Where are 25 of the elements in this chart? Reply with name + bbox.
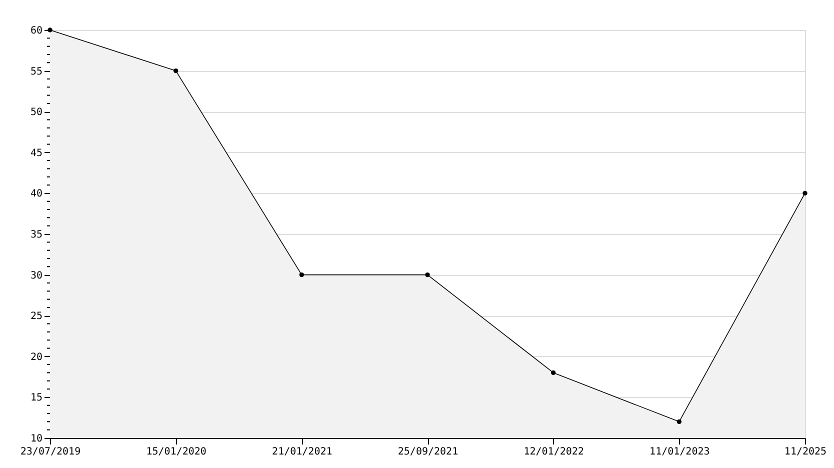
point [299, 272, 304, 278]
y-tick-label: 20 [30, 352, 42, 363]
y-tick-label: 10 [30, 434, 42, 444]
x-tick-label: 23/07/2019 [20, 446, 81, 458]
y-tick-label: 40 [30, 188, 42, 200]
x-tick-label: 11/2025 [784, 446, 827, 458]
y-tick-label: 50 [30, 107, 42, 118]
y-tick-label: 15 [30, 392, 42, 404]
y-tick-label: 25 [30, 311, 42, 322]
point [802, 190, 808, 196]
point [173, 68, 178, 74]
x-tick-label: 11/01/2023 [650, 446, 710, 458]
point [676, 419, 682, 424]
y-tick-label: 30 [30, 270, 42, 282]
x-tick-label: 25/09/2021 [398, 446, 458, 458]
x-tick-label: 21/01/2021 [272, 446, 332, 458]
point [48, 28, 52, 32]
y-tick-label: 60 [30, 26, 42, 36]
y-tick-label: 55 [30, 66, 42, 78]
x-tick-label: 12/01/2022 [524, 446, 584, 458]
y-tick-label: 45 [30, 148, 42, 159]
y-tick-label: 35 [30, 230, 42, 240]
point [550, 370, 556, 376]
point [425, 272, 430, 278]
x-tick-label: 15/01/2020 [146, 446, 206, 458]
